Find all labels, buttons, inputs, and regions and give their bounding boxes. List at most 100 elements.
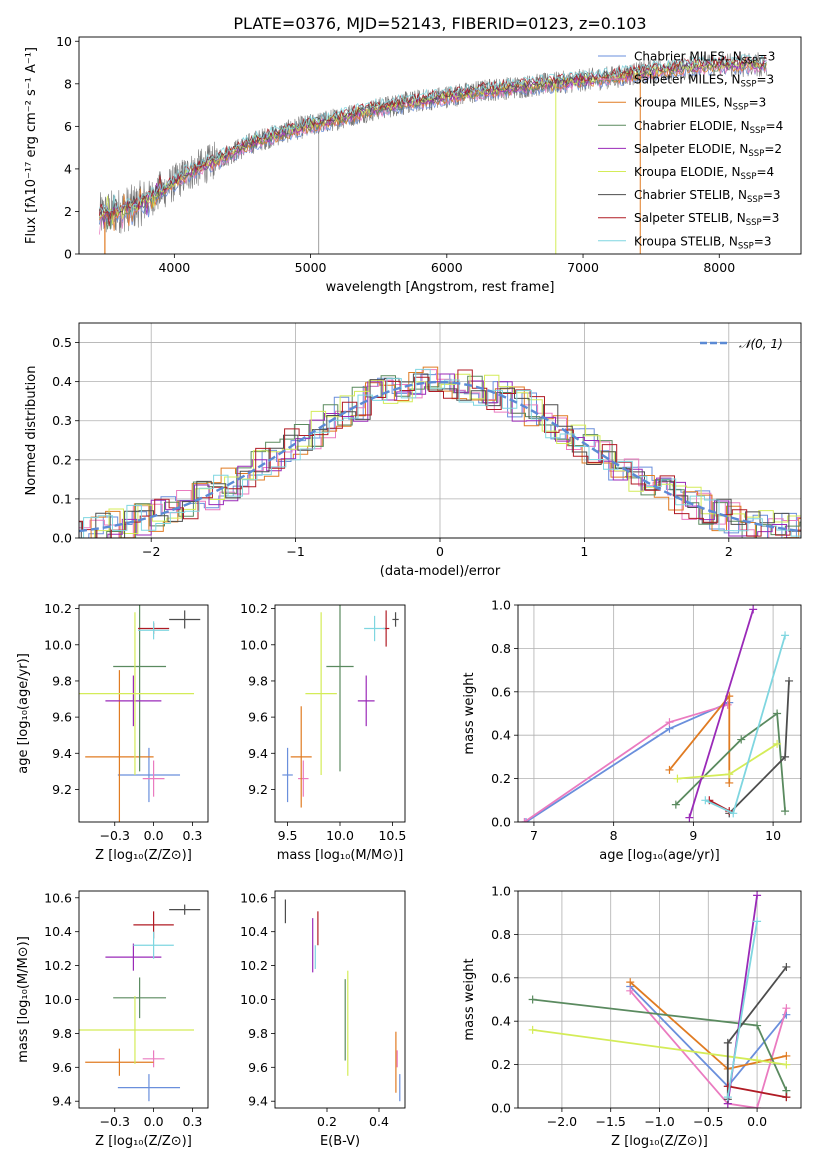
weight-point-kroupa_miles	[725, 778, 734, 787]
weight-point-kroupa_elodie	[773, 739, 782, 748]
plot-area	[528, 891, 791, 1108]
y-tick-label: 0.4	[52, 374, 72, 389]
x-axis-label: wavelength [Angstrom, rest frame]	[326, 280, 555, 295]
x-tick-label: −2.0	[547, 1114, 577, 1129]
y-tick-label: 9.2	[52, 782, 72, 797]
panel-weight_vs_age: 7 8 9 10 0.0 0.2 0.4 0.6 0.8 1.0 age [log₁₀(age/yr…	[462, 598, 802, 863]
y-tick-label: 0.8	[491, 641, 511, 656]
x-axis-label: age [log₁₀(age/yr)]	[599, 848, 720, 863]
figure-title: PLATE=0376, MJD=52143, FIBERID=0123, z=0…	[233, 14, 646, 33]
x-tick-label: −1	[286, 544, 304, 559]
x-tick-label: −2	[142, 544, 160, 559]
y-tick-label: 9.4	[248, 746, 268, 761]
axes-frame	[78, 604, 209, 823]
model-fit-line-chabrier_stelib	[99, 56, 767, 220]
legend-suffix: =3	[762, 211, 780, 225]
x-tick-label: −0.5	[693, 1114, 723, 1129]
weight-point-kroupa_elodie	[528, 1025, 537, 1034]
x-tick-label: 9.5	[278, 828, 298, 843]
weight-point-kroupa_miles	[665, 765, 674, 774]
y-axis-label: Normed distribution	[24, 366, 39, 496]
weight-line-salpeter_elodie	[688, 609, 755, 818]
x-axis-label: mass [log₁₀(M/M⊙)]	[277, 848, 404, 863]
weight-point-chabrier_elodie	[528, 995, 537, 1004]
x-tick-label: 8	[610, 828, 618, 843]
y-tick-label: 10.2	[44, 601, 72, 616]
legend-subscript: SSP	[738, 241, 754, 251]
weight-point-chabrier_elodie	[671, 800, 680, 809]
weight-point-chabrier_stelib	[781, 752, 790, 761]
y-tick-label: 10	[56, 34, 72, 49]
weight-point-salpeter_elodie	[685, 813, 694, 822]
y-tick-label: 1.0	[491, 598, 511, 613]
weight-point-kroupa_stelib	[753, 917, 762, 926]
y-tick-label: 0.0	[52, 531, 72, 546]
x-tick-label: 0.3	[183, 828, 203, 843]
weight-point-chabrier_stelib	[723, 1038, 732, 1047]
y-tick-label: 10.0	[240, 992, 268, 1007]
legend-suffix: =3	[756, 73, 774, 87]
normal-reference-curve	[79, 380, 801, 533]
y-tick-label: 0.0	[491, 815, 511, 830]
y-axis-label: age [log₁₀(age/yr)]	[16, 653, 31, 774]
y-tick-label: 10.0	[44, 637, 72, 652]
y-tick-label: 10.2	[240, 601, 268, 616]
axes-frame	[78, 322, 802, 539]
y-tick-label: 0.3	[52, 413, 72, 428]
x-tick-label: 10.5	[378, 828, 406, 843]
x-tick-label: 7000	[567, 260, 599, 275]
model-fit-line-kroupa_stelib	[99, 54, 767, 216]
legend-subscript: SSP	[747, 195, 763, 205]
y-tick-label: 10.4	[240, 924, 268, 939]
legend-name: Salpeter STELIB, N	[634, 211, 746, 225]
weight-point-chabrier_miles	[521, 818, 530, 822]
panel-weight_vs_Z: −2.0 −1.5 −1.0 −0.5 0.0 0.0 0.2 0.4 0.6 0.8 1.0 Z […	[462, 884, 802, 1149]
panel-residuals: −2 −1 0 1 2 0.0 0.1 0.2 0.3 0.4 0.5 (data-model)/er…	[24, 322, 802, 579]
legend-name: Chabrier STELIB, N	[634, 188, 747, 202]
weight-point-chabrier_stelib	[782, 962, 791, 971]
y-tick-label: 2	[64, 204, 72, 219]
x-tick-label: 9	[689, 828, 697, 843]
y-tick-label: 0.2	[491, 1057, 511, 1072]
y-tick-label: 10.0	[240, 637, 268, 652]
axes-frame	[78, 890, 209, 1109]
legend-label-salpeter_miles: Salpeter MILES, NSSP=3	[634, 73, 774, 90]
x-tick-label: 7	[530, 828, 538, 843]
legend-suffix: =2	[764, 142, 782, 156]
panel-spectrum: 4000 5000 6000 7000 8000 0 2 4 6 8 10 wavelength [A…	[24, 34, 802, 295]
y-tick-label: 1.0	[491, 884, 511, 899]
y-tick-label: 0.4	[491, 728, 511, 743]
x-tick-label: 0.3	[183, 1114, 203, 1129]
model-fit-line-salpeter_elodie	[99, 58, 767, 228]
y-tick-label: 8	[64, 76, 72, 91]
legend-suffix: =3	[758, 50, 776, 64]
x-tick-label: 5000	[295, 260, 327, 275]
legend-name: Kroupa STELIB, N	[634, 234, 738, 248]
weight-point-salpeter_miles	[626, 986, 635, 995]
y-tick-label: 9.8	[248, 1026, 268, 1041]
y-tick-label: 10.0	[44, 992, 72, 1007]
legend-label-kroupa_miles: Kroupa MILES, NSSP=3	[634, 96, 766, 113]
weight-point-salpeter_elodie	[753, 891, 762, 900]
observed-spectrum-line	[99, 52, 768, 234]
weight-point-kroupa_elodie	[725, 770, 734, 779]
x-axis-label: Z [log₁₀(Z/Z⊙)]	[95, 1134, 192, 1149]
weight-line-kroupa_miles	[668, 693, 731, 783]
legend-name: Chabrier ELODIE, N	[634, 119, 750, 133]
x-tick-label: −1.5	[596, 1114, 626, 1129]
legend-label-kroupa_stelib: Kroupa STELIB, NSSP=3	[634, 234, 772, 251]
y-tick-label: 10.6	[44, 890, 72, 905]
y-tick-label: 0.2	[52, 452, 72, 467]
plot-area	[99, 52, 768, 254]
weight-point-chabrier_elodie	[753, 1021, 762, 1030]
x-tick-label: −1.0	[644, 1114, 674, 1129]
x-tick-label: 4000	[158, 260, 190, 275]
y-axis-label: mass weight	[462, 672, 477, 754]
weight-point-kroupa_stelib	[729, 809, 738, 818]
y-tick-label: 10.6	[240, 890, 268, 905]
x-tick-label: 0.4	[369, 1114, 389, 1129]
weight-point-salpeter_miles	[520, 818, 529, 822]
legend-suffix: =3	[763, 188, 781, 202]
y-tick-label: 9.6	[52, 1060, 72, 1075]
